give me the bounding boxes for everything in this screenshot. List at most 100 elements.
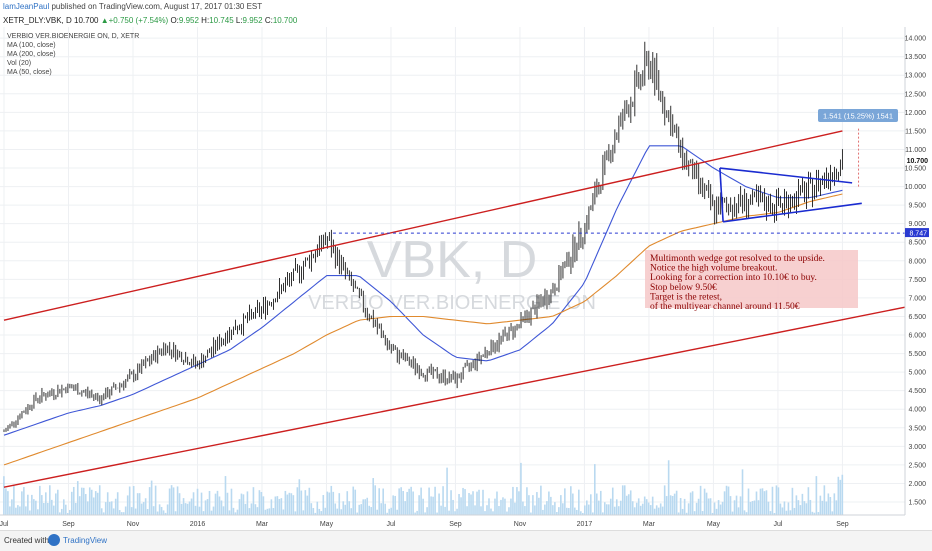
volume-bar [817, 512, 820, 515]
volume-bar [374, 485, 377, 515]
volume-bar [352, 486, 355, 515]
volume-bar [212, 506, 215, 515]
volume-bar [589, 494, 592, 515]
volume-bar [3, 476, 5, 515]
volume-bar [833, 493, 836, 515]
volume-bar [148, 487, 151, 515]
volume-bar [599, 490, 602, 515]
volume-bar [228, 510, 231, 515]
volume-bar [13, 485, 15, 515]
legend-ma100[interactable]: MA (100, close) [7, 42, 56, 49]
symbol-label: XETR_DLY:VBK, D [3, 16, 72, 25]
volume-bar [346, 491, 349, 515]
close-label: C: [264, 16, 273, 25]
volume-bar [448, 510, 450, 515]
volume-bar [705, 492, 708, 515]
level-tag: 8.747 [909, 231, 927, 238]
wedge-upper-line [719, 167, 853, 184]
volume-bar [829, 496, 832, 515]
volume-bar [422, 498, 424, 515]
volume-bar [338, 493, 341, 515]
volume-bar [266, 508, 269, 515]
volume-bar [595, 493, 598, 515]
price-chart[interactable]: VBK, D VERBIO VER.BIOENERGIE ON Multimon… [0, 27, 932, 530]
volume-bar [196, 488, 199, 515]
volume-bar [436, 512, 438, 515]
volume-bar [506, 511, 508, 515]
tradingview-logo-icon[interactable] [48, 534, 60, 546]
footer-bar: Created with TradingView [0, 530, 932, 551]
volume-bar [27, 494, 29, 515]
volume-bar [462, 487, 464, 515]
volume-bar [25, 506, 27, 515]
volume-bar [218, 496, 221, 515]
volume-bar [667, 460, 670, 515]
volume-bar [310, 503, 313, 515]
volume-bar [482, 489, 484, 515]
volume-bar [35, 500, 37, 515]
price-tick-label: 8.000 [908, 258, 926, 265]
volume-bar [296, 487, 299, 515]
volume-bar [384, 503, 386, 515]
trend-drawings [3, 127, 906, 488]
volume-bar [358, 504, 361, 515]
volume-bar [695, 502, 698, 515]
volume-bar [80, 487, 83, 515]
volume-bar [17, 505, 19, 515]
volume-bar [737, 507, 740, 515]
annotation-line: of the multiyear channel around 11.50€ [650, 301, 800, 312]
annotation-line: Notice the high volume breakout. [650, 264, 777, 274]
volume-bar [330, 485, 333, 515]
price-tick-label: 12.000 [905, 110, 927, 117]
volume-bar [252, 487, 255, 515]
volume-bar [33, 499, 35, 515]
volume-bar [526, 487, 528, 515]
volume-bar [731, 511, 734, 515]
volume-bar [460, 497, 462, 515]
volume-bar [72, 486, 75, 515]
volume-bar [39, 485, 41, 515]
measure-tool: 1.541 (15.25%) 1541 [818, 109, 898, 122]
volume-bar [550, 496, 552, 515]
volume-bar [288, 492, 291, 515]
volume-bar [322, 495, 325, 515]
volume-bar [286, 494, 289, 515]
annotation-line: Multimonth wedge got resolved to the ups… [650, 254, 825, 264]
annotation-line: Target is the retest, [650, 292, 722, 302]
volume-bar [719, 504, 722, 515]
volume-bar [116, 492, 119, 515]
tradingview-link[interactable]: TradingView [63, 536, 108, 545]
volume-bar [90, 489, 93, 515]
volume-bar [206, 499, 209, 515]
volume-bar [697, 498, 700, 515]
volume-bar [711, 512, 714, 515]
volume-bar [324, 507, 327, 515]
price-tick-label: 4.000 [908, 407, 926, 414]
legend-volume[interactable]: Vol (20) [7, 60, 32, 67]
volume-bar [56, 489, 59, 515]
volume-bar [827, 493, 830, 515]
volume-bar [146, 509, 149, 515]
volume-bar [316, 501, 319, 515]
volume-bar [823, 485, 826, 515]
watermark-title: VBK, D [367, 231, 538, 289]
volume-bar [318, 508, 321, 515]
volume-bar [516, 487, 518, 515]
price-tick-label: 12.500 [905, 91, 927, 98]
volume-bar [763, 491, 766, 515]
legend-ma200[interactable]: MA (200, close) [7, 51, 56, 58]
volume-bar [623, 485, 626, 515]
volume-bar [312, 507, 315, 515]
volume-bar [264, 509, 267, 515]
volume-bar [510, 498, 512, 515]
price-series [3, 41, 843, 433]
volume-bar [548, 491, 550, 515]
legend-ma50[interactable]: MA (50, close) [7, 69, 52, 76]
price-tick-label: 3.000 [908, 444, 926, 451]
volume-bar [274, 496, 277, 515]
author-link[interactable]: lamJeanPaul [3, 2, 50, 11]
volume-bar [617, 506, 620, 515]
volume-bar [456, 508, 458, 515]
volume-bar [653, 508, 656, 515]
volume-bar [715, 508, 718, 515]
